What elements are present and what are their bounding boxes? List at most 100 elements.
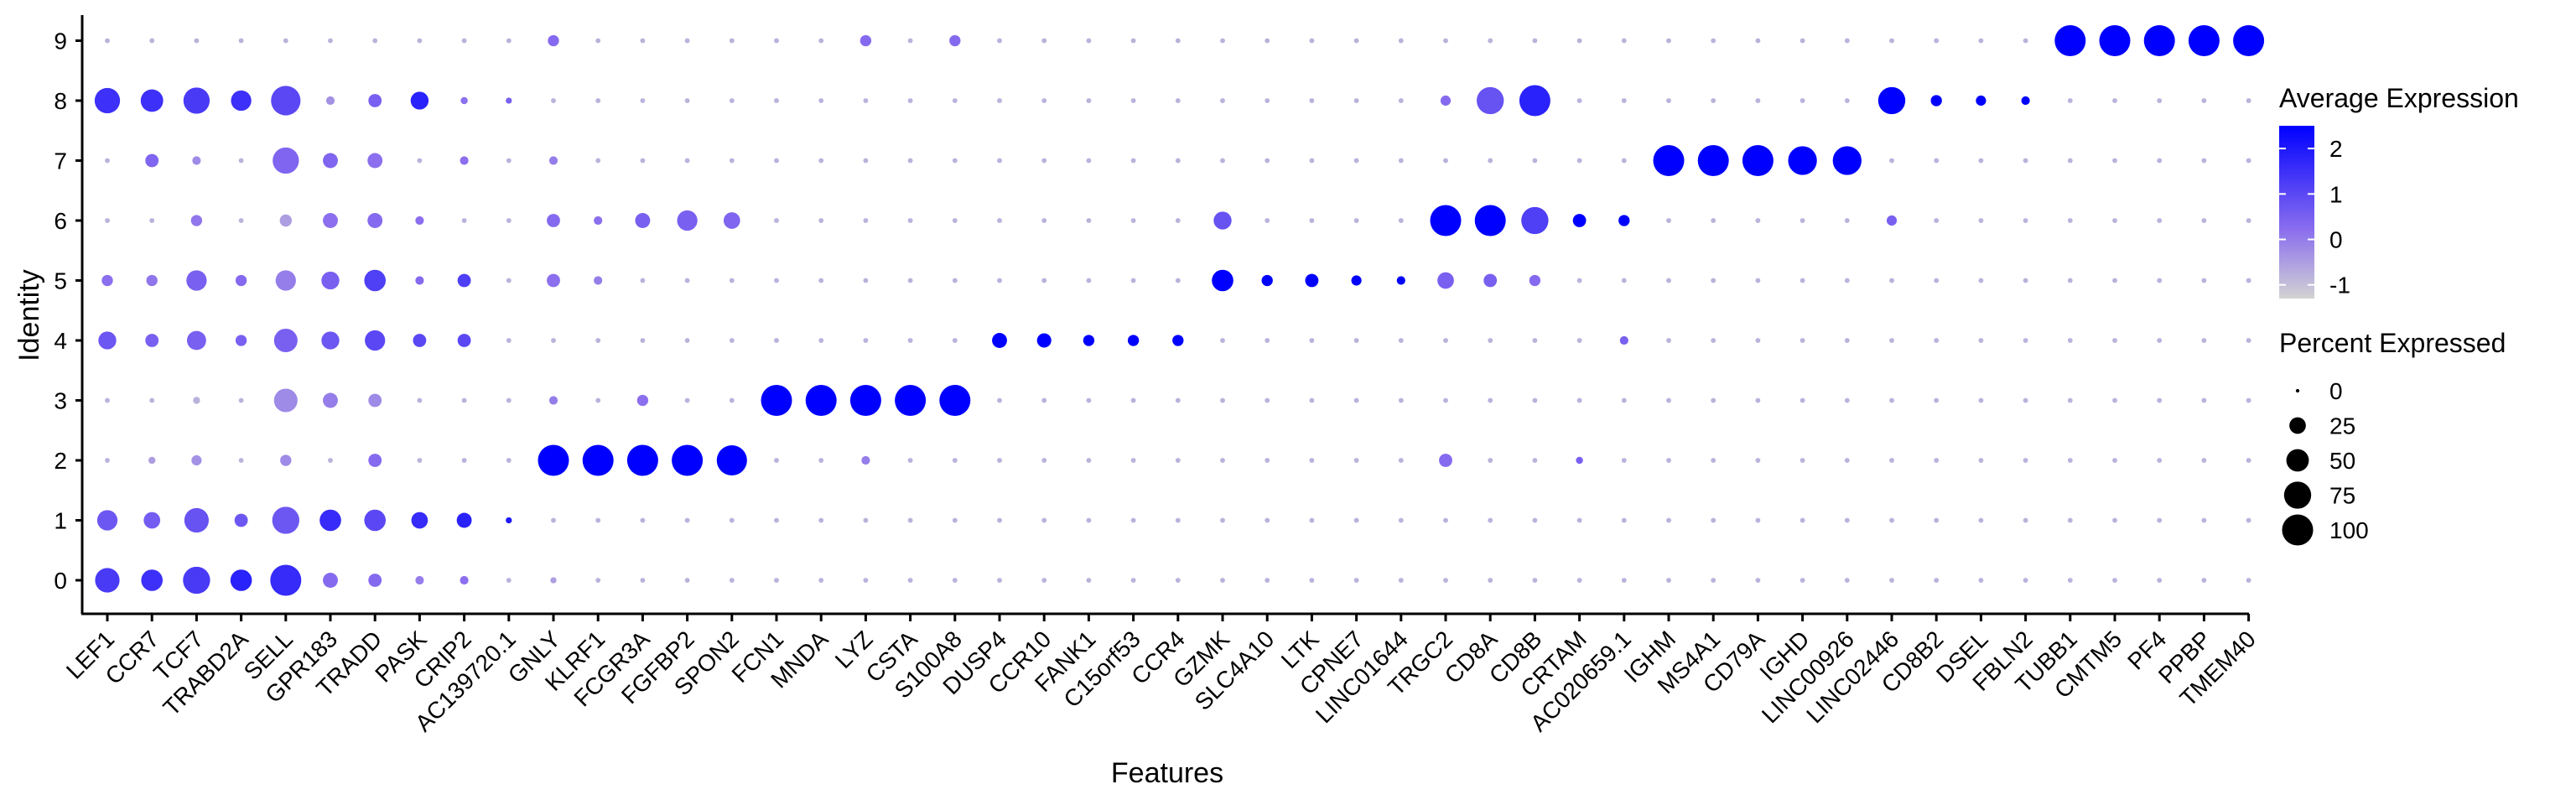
dot-tubb1-id0 (2067, 578, 2073, 583)
dot-s100a8-id8 (952, 98, 958, 103)
dot-pask-id2 (417, 458, 423, 463)
dot-cd79a-id0 (1755, 578, 1761, 583)
dot-cd8b2-id0 (1934, 578, 1940, 583)
dot-s100a8-id2 (952, 458, 958, 463)
dot-lyz-id2 (861, 455, 870, 465)
dot-pask-id0 (415, 575, 424, 585)
dot-sell-id5 (275, 270, 296, 291)
dot-lef1-id8 (94, 87, 121, 114)
dot-ccr7-id5 (146, 274, 158, 287)
dot-ltk-id0 (1309, 578, 1315, 583)
dot-trabd2a-id7 (238, 158, 244, 164)
size-legend-items: 0 25 50 75 100 (2282, 378, 2369, 546)
dot-dusp4-id9 (997, 38, 1002, 44)
dot-dsel-id6 (1978, 218, 1984, 223)
dot-gpr183-id4 (321, 331, 340, 350)
dot-sell-id6 (279, 214, 292, 227)
dot-csta-id3 (895, 385, 927, 416)
dot-crip2-id7 (460, 156, 469, 165)
dot-tradd-id3 (368, 393, 382, 408)
dot-ighm-id0 (1666, 578, 1671, 583)
dot-ms4a1-id6 (1711, 218, 1716, 223)
dot-dsel-id9 (1978, 38, 1984, 44)
dot-c15orf53-id2 (1130, 458, 1136, 463)
dot-cpne7-id4 (1353, 338, 1359, 343)
dot-ppbp-id1 (2201, 517, 2207, 523)
dot-fank1-id3 (1086, 397, 1092, 403)
dot-trabd2a-id0 (230, 569, 252, 591)
x-tick-labels: LEF1CCR7TCF7TRABD2ASELLGPR183TRADDPASKCR… (61, 614, 2261, 736)
dot-linc02446-id0 (1889, 578, 1894, 583)
dot-crip2-id4 (457, 334, 471, 347)
dot-lyz-id8 (863, 98, 869, 103)
dot-cd8b-id9 (1532, 38, 1538, 44)
dot-tubb1-id3 (2067, 397, 2073, 403)
dot-fbln2-id1 (2023, 517, 2028, 523)
dot-cd8b2-id3 (1934, 397, 1940, 403)
dot-cpne7-id6 (1353, 218, 1359, 223)
dot-lef1-id4 (98, 331, 117, 350)
size-legend-dot (2282, 514, 2314, 546)
dot-pask-id3 (417, 397, 423, 403)
dot-dsel-id1 (1978, 517, 1984, 523)
dot-ighd-id2 (1800, 458, 1805, 463)
dot-s100a8-id5 (952, 278, 958, 283)
dot-cd79a-id2 (1755, 458, 1761, 463)
dot-mnda-id7 (818, 158, 824, 164)
dot-cmtm5-id7 (2112, 158, 2117, 164)
dot-fgfbp2-id8 (684, 98, 690, 103)
dot-cd79a-id3 (1755, 397, 1761, 403)
dot-tmem40-id9 (2233, 25, 2265, 56)
dot-klrf1-id7 (595, 158, 601, 164)
dot-linc00926-id9 (1844, 38, 1850, 44)
dot-crip2-id3 (461, 397, 467, 403)
dot-linc00926-id6 (1844, 218, 1850, 223)
dot-slc4a10-id7 (1265, 158, 1270, 164)
dot-klrf1-id2 (582, 444, 614, 476)
dot-trgc2-id0 (1443, 578, 1448, 583)
dot-gzmk-id3 (1220, 397, 1225, 403)
size-legend-label: 100 (2329, 517, 2369, 543)
dot-csta-id2 (907, 458, 913, 463)
dot-dusp4-id3 (997, 397, 1002, 403)
dot-gpr183-id3 (323, 392, 338, 408)
dot-tmem40-id1 (2246, 517, 2251, 523)
dot-cd8b2-id2 (1934, 458, 1940, 463)
dot-ighm-id2 (1666, 458, 1671, 463)
dot-lef1-id1 (96, 510, 118, 531)
dot-cmtm5-id2 (2112, 458, 2117, 463)
dot-lyz-id1 (863, 517, 869, 523)
dot-cd8a-id8 (1477, 86, 1504, 115)
dot-s100a8-id6 (952, 218, 958, 223)
color-tick-label: 2 (2329, 136, 2343, 162)
dot-ltk-id6 (1309, 218, 1315, 223)
dot-linc01644-id4 (1398, 338, 1404, 343)
dot-c15orf53-id7 (1130, 158, 1136, 164)
dot-tubb1-id8 (2067, 98, 2073, 103)
dot-lef1-id3 (105, 397, 110, 403)
dot-gpr183-id9 (328, 38, 333, 44)
dot-fbln2-id9 (2023, 38, 2028, 44)
dot-ac020659-1-id5 (1621, 278, 1627, 283)
dot-mnda-id8 (818, 98, 824, 103)
dot-slc4a10-id2 (1265, 458, 1270, 463)
dot-klrf1-id9 (595, 38, 601, 44)
dot-cd8b2-id9 (1934, 38, 1940, 44)
dot-crtam-id3 (1576, 397, 1582, 403)
dot-spon2-id7 (729, 158, 735, 164)
dot-fgfbp2-id3 (684, 397, 690, 403)
dot-fcgr3a-id5 (640, 278, 646, 283)
dot-cd8a-id0 (1488, 578, 1493, 583)
y-tick-label-4: 4 (54, 328, 67, 354)
dot-csta-id5 (907, 278, 913, 283)
dot-ccr10-id0 (1041, 578, 1047, 583)
dot-gnly-id6 (547, 214, 560, 227)
dot-pf4-id7 (2157, 158, 2163, 164)
dot-gpr183-id7 (323, 153, 338, 169)
dot-trgc2-id7 (1443, 158, 1448, 164)
dot-dsel-id5 (1978, 278, 1984, 283)
dot-tmem40-id6 (2246, 218, 2251, 223)
dot-ac139720-1-id5 (506, 278, 512, 283)
dot-cd8a-id5 (1483, 273, 1498, 288)
